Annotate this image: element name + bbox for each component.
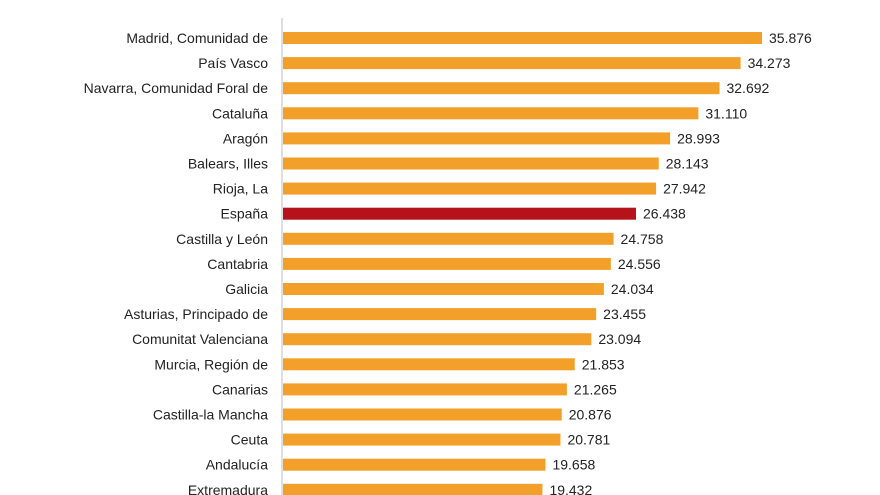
value-label-andalucia: 19.658 xyxy=(552,457,595,473)
category-label-comunitat-valenciana: Comunitat Valenciana xyxy=(132,331,268,347)
bar-cantabria xyxy=(283,257,611,270)
bar-ceuta xyxy=(283,433,561,446)
value-label-extremadura: 19.432 xyxy=(549,482,592,495)
bar-espana xyxy=(283,207,636,220)
value-label-madrid-comunidad-de: 35.876 xyxy=(769,30,812,46)
category-labels-group: Madrid, Comunidad de País Vasco Navarra, C… xyxy=(84,30,269,495)
value-labels-group: 35.876 34.273 32.692 31.110 28.993 28.143 27.9… xyxy=(549,30,812,495)
value-label-espana: 26.438 xyxy=(643,206,686,222)
value-label-navarra-comunidad-foral-de: 32.692 xyxy=(726,80,769,96)
bar-canarias xyxy=(283,383,567,396)
bar-andalucia xyxy=(283,458,546,471)
bar-extremadura xyxy=(283,483,543,495)
category-label-castilla-y-leon: Castilla y León xyxy=(176,231,268,247)
value-label-rioja-la: 27.942 xyxy=(663,181,706,197)
category-label-cataluna: Cataluña xyxy=(212,105,268,121)
value-label-murcia-region-de: 21.853 xyxy=(582,356,625,372)
category-label-madrid-comunidad-de: Madrid, Comunidad de xyxy=(126,30,268,46)
category-label-canarias: Canarias xyxy=(212,381,268,397)
value-label-aragon: 28.993 xyxy=(677,130,720,146)
category-label-asturias-principado-de: Asturias, Principado de xyxy=(124,306,268,322)
bar-murcia-region-de xyxy=(283,358,575,371)
category-label-murcia-region-de: Murcia, Región de xyxy=(154,356,268,372)
category-label-cantabria: Cantabria xyxy=(207,256,268,272)
bar-rioja-la xyxy=(283,182,657,195)
value-label-cantabria: 24.556 xyxy=(618,256,661,272)
value-label-castilla-la-mancha: 20.876 xyxy=(569,407,612,423)
bar-castilla-y-leon xyxy=(283,232,614,245)
bar-balears-illes xyxy=(283,157,659,170)
bar-castilla-la-mancha xyxy=(283,408,562,421)
category-label-ceuta: Ceuta xyxy=(231,432,269,448)
category-label-galicia: Galicia xyxy=(225,281,268,297)
bar-madrid-comunidad-de xyxy=(283,32,762,44)
value-label-ceuta: 20.781 xyxy=(567,432,610,448)
value-label-cataluna: 31.110 xyxy=(705,105,747,121)
bar-galicia xyxy=(283,283,604,295)
category-label-castilla-la-mancha: Castilla-la Mancha xyxy=(153,407,268,423)
value-label-galicia: 24.034 xyxy=(611,281,654,297)
category-label-andalucia: Andalucía xyxy=(206,457,268,473)
category-label-pais-vasco: País Vasco xyxy=(198,55,268,71)
category-label-extremadura: Extremadura xyxy=(188,482,268,495)
bar-pais-vasco xyxy=(283,57,741,70)
value-label-balears-illes: 28.143 xyxy=(666,156,709,172)
bar-comunitat-valenciana xyxy=(283,333,592,346)
value-label-pais-vasco: 34.273 xyxy=(748,55,791,71)
value-label-comunitat-valenciana: 23.094 xyxy=(598,331,641,347)
category-label-aragon: Aragón xyxy=(223,130,268,146)
bar-asturias-principado-de xyxy=(283,308,597,321)
category-label-espana: España xyxy=(221,206,269,222)
value-label-castilla-y-leon: 24.758 xyxy=(621,231,664,247)
category-label-rioja-la: Rioja, La xyxy=(213,181,268,197)
category-label-navarra-comunidad-foral-de: Navarra, Comunidad Foral de xyxy=(84,80,269,96)
bar-navarra-comunidad-foral-de xyxy=(283,82,720,95)
bars-group xyxy=(283,32,762,495)
category-label-balears-illes: Balears, Illes xyxy=(188,156,268,172)
bar-cataluna xyxy=(283,107,699,120)
bar-aragon xyxy=(283,132,671,145)
value-label-canarias: 21.265 xyxy=(574,381,617,397)
value-label-asturias-principado-de: 23.455 xyxy=(603,306,646,322)
